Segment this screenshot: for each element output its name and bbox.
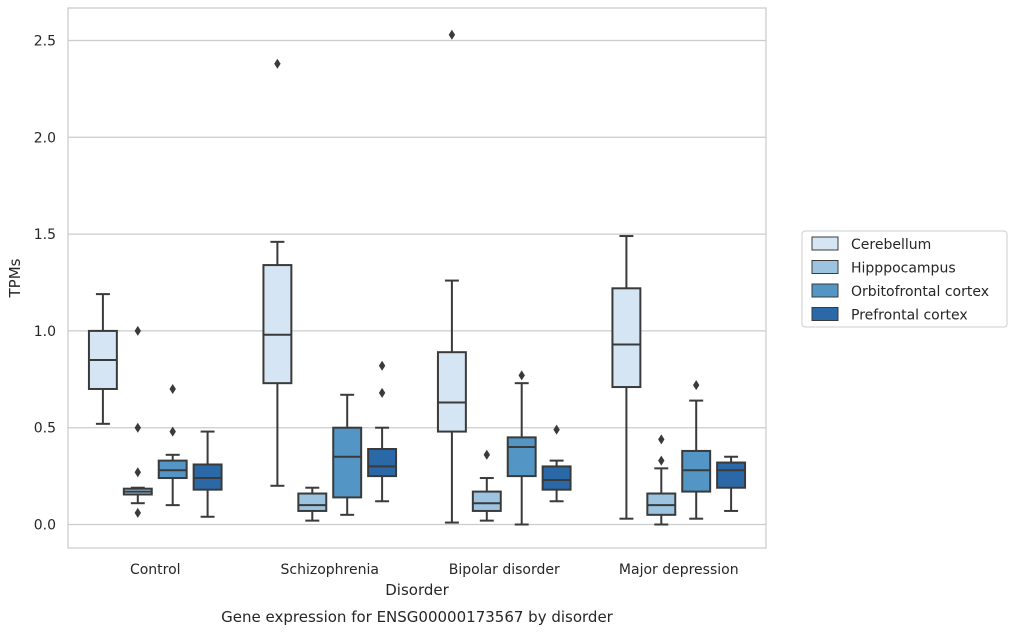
outlier-point (134, 325, 141, 336)
y-tick-label: 0.0 (34, 518, 56, 534)
legend-swatch (811, 236, 839, 251)
box-iqr (367, 447, 398, 478)
box-iqr (541, 465, 572, 491)
x-axis-label: Disorder (385, 581, 449, 599)
box-3-3 (506, 370, 537, 526)
outlier-point (448, 29, 456, 40)
y-tick-label: 0.5 (34, 421, 56, 437)
box-2-2 (297, 486, 328, 522)
box-3-4 (541, 424, 572, 503)
outlier-point (134, 422, 141, 433)
outlier-point (518, 370, 525, 381)
legend: Cerebellum Hipppocampus Orbitofrontal cort… (801, 230, 1008, 328)
y-tick-label: 2.0 (34, 130, 56, 146)
y-tick-label: 1.0 (34, 324, 56, 340)
outlier-point (134, 467, 141, 478)
box-4-1 (611, 235, 642, 520)
plot-frame (67, 7, 767, 549)
outlier-point (169, 426, 176, 437)
box-iqr (471, 490, 502, 512)
box-1-4 (192, 430, 223, 518)
box-iqr (436, 351, 467, 433)
box-iqr (332, 426, 363, 499)
legend-swatch (811, 307, 839, 321)
box-1-3 (157, 383, 188, 507)
box-4-4 (716, 455, 747, 512)
outlier-point (274, 58, 281, 69)
legend-swatch (811, 260, 839, 274)
outlier-point (658, 434, 665, 445)
legend-label: Hipppocampus (851, 261, 956, 277)
y-axis-label: TPMs (6, 258, 24, 298)
box-4-2 (646, 434, 677, 526)
box-4-3 (681, 380, 712, 520)
y-tick-label: 2.5 (34, 34, 56, 50)
box-1-1 (87, 293, 118, 425)
outlier-point (658, 455, 665, 466)
outlier-point (378, 387, 386, 398)
box-iqr (716, 461, 747, 489)
outlier-point (134, 507, 141, 518)
y-axis-ticks: 0.0 0.5 1.0 1.5 2.0 2.5 (34, 34, 56, 534)
outlier-point (553, 424, 560, 435)
outlier-point (693, 380, 700, 391)
box-iqr (297, 492, 328, 512)
legend-label: Orbitofrontal cortex (851, 284, 989, 300)
box-2-3 (332, 393, 363, 516)
x-axis-ticks: Control Schizophrenia Bipolar disorder Majo… (130, 562, 739, 578)
box-iqr (262, 264, 293, 385)
box-2-1 (262, 58, 293, 487)
outlier-point (483, 449, 490, 460)
legend-label: Cerebellum (851, 237, 931, 253)
y-tick-label: 1.5 (34, 227, 56, 243)
x-tick-label: Control (130, 562, 181, 578)
box-groups (87, 29, 747, 526)
box-3-1 (436, 29, 467, 524)
box-1-2 (122, 325, 153, 518)
legend-swatch (811, 283, 839, 298)
legend-label: Prefrontal cortex (851, 308, 968, 324)
chart-title: Gene expression for ENSG00000173567 by d… (221, 608, 614, 626)
outlier-point (169, 383, 176, 394)
box-iqr (506, 436, 537, 478)
box-2-4 (367, 360, 398, 503)
x-tick-label: Bipolar disorder (449, 562, 560, 578)
x-tick-label: Schizophrenia (281, 562, 379, 578)
box-3-2 (471, 449, 502, 522)
gridlines (68, 39, 766, 526)
x-tick-label: Major depression (619, 562, 739, 578)
box-iqr (611, 287, 642, 389)
outlier-point (378, 360, 386, 371)
legend-frame (801, 230, 1008, 328)
